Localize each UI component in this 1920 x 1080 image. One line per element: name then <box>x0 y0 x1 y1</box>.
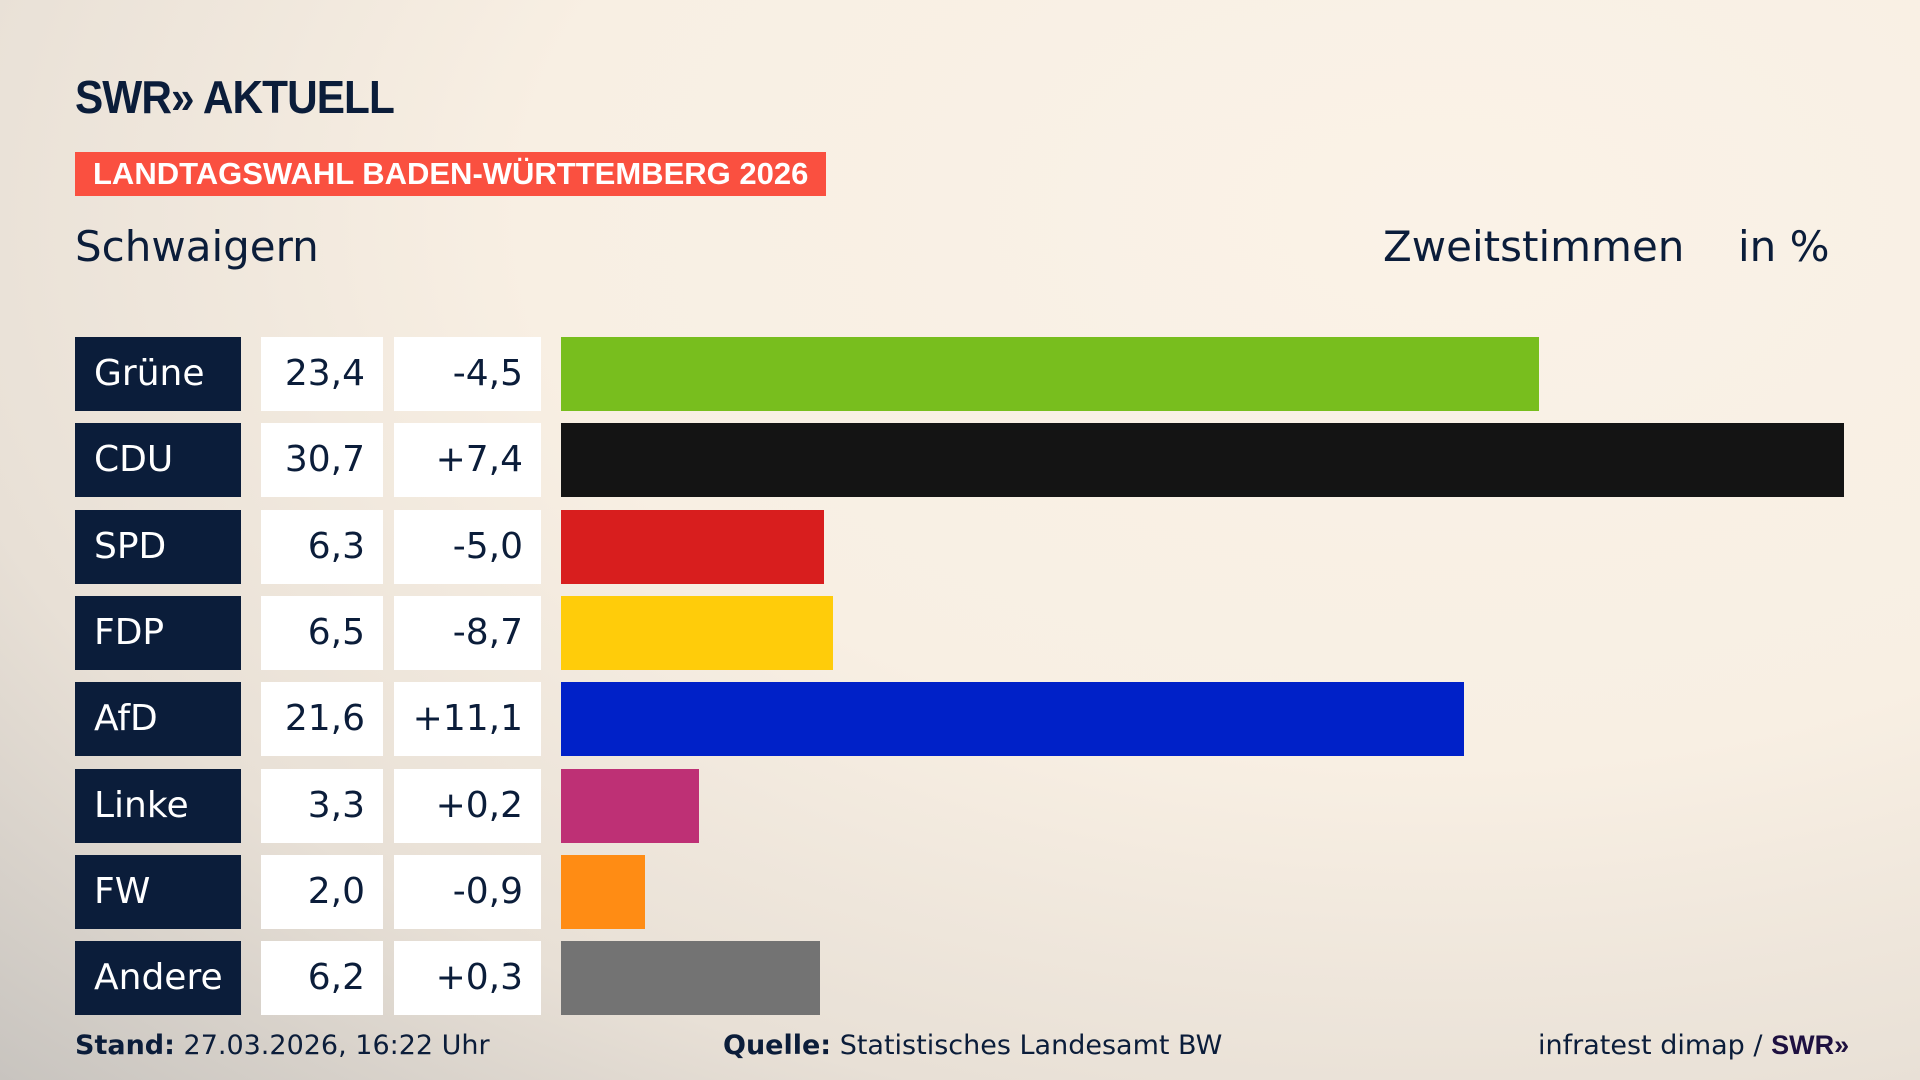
stand-label: Stand: <box>75 1030 175 1061</box>
bar <box>561 941 821 1016</box>
party-label: Andere <box>75 941 241 1016</box>
swr-aktuell-logo: SWR» AKTUELL <box>75 71 395 123</box>
value-label: 30,7 <box>261 423 383 498</box>
diff-label: -0,9 <box>394 854 541 929</box>
value-label: 2,0 <box>261 854 383 929</box>
value-label: 6,3 <box>261 509 383 584</box>
bar <box>561 768 699 843</box>
stand-info: Stand: 27.03.2026, 16:22 Uhr <box>75 1030 490 1061</box>
diff-label: -8,7 <box>394 595 541 670</box>
place-title: Schwaigern <box>75 222 319 271</box>
diff-label: +7,4 <box>394 423 541 498</box>
value-label: 21,6 <box>261 682 383 757</box>
party-label: FW <box>75 854 241 929</box>
metric-label: Zweitstimmen <box>1383 222 1685 271</box>
bar <box>561 337 1539 411</box>
party-label: FDP <box>75 595 241 670</box>
party-label: AfD <box>75 682 241 757</box>
credit-info: infratest dimap / SWR» <box>1538 1030 1849 1061</box>
value-label: 6,5 <box>261 595 383 670</box>
diff-label: +0,3 <box>394 941 541 1016</box>
election-banner: LANDTAGSWAHL BADEN-WÜRTTEMBERG 2026 <box>75 152 827 196</box>
diff-label: -5,0 <box>394 509 541 584</box>
bar <box>561 509 825 584</box>
diff-label: +0,2 <box>394 768 541 843</box>
party-label: SPD <box>75 509 241 584</box>
party-label: CDU <box>75 423 241 498</box>
bar <box>561 595 833 670</box>
stand-value: 27.03.2026, 16:22 Uhr <box>183 1030 490 1061</box>
credit-text: infratest dimap / <box>1538 1030 1772 1061</box>
diff-label: -4,5 <box>394 337 541 411</box>
bar <box>561 682 1464 757</box>
unit-label: in % <box>1738 222 1830 271</box>
diff-label: +11,1 <box>394 682 541 757</box>
value-label: 3,3 <box>261 768 383 843</box>
value-label: 6,2 <box>261 941 383 1016</box>
source-info: Quelle: Statistisches Landesamt BW <box>723 1030 1222 1061</box>
swr-logo: SWR» <box>1771 1030 1850 1060</box>
party-label: Grüne <box>75 337 241 411</box>
value-label: 23,4 <box>261 337 383 411</box>
source-label: Quelle: <box>723 1030 832 1061</box>
bar <box>561 423 1844 498</box>
party-label: Linke <box>75 768 241 843</box>
bar <box>561 854 645 929</box>
source-value: Statistisches Landesamt BW <box>839 1030 1223 1061</box>
